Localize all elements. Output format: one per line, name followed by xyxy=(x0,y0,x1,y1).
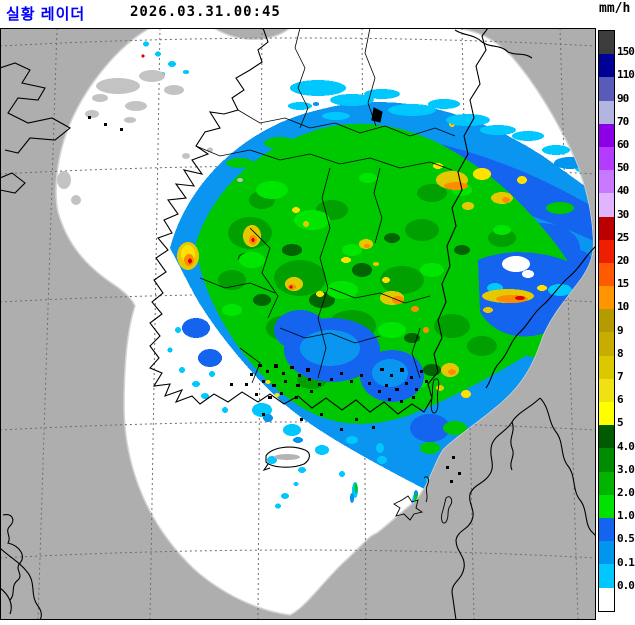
clutter-artifacts xyxy=(57,70,243,205)
legend-tick-label: 0.5 xyxy=(617,532,635,546)
legend-tick-label: 40 xyxy=(617,184,629,198)
legend-tick-label: 4.0 xyxy=(617,439,635,453)
legend-tick-label: 0.0 xyxy=(617,578,635,592)
legend-segment xyxy=(599,378,614,402)
coastlines xyxy=(0,27,597,621)
legend-segment xyxy=(599,564,614,588)
legend-segment xyxy=(599,355,614,379)
legend-tick-label: 6 xyxy=(617,393,624,407)
legend-tick-label: 90 xyxy=(617,91,629,105)
legend-tick-label: 5 xyxy=(617,416,624,430)
legend-tick-label: 20 xyxy=(617,254,629,267)
legend-segment xyxy=(599,123,614,147)
legend-segment xyxy=(599,402,614,426)
legend-tick-label: 7 xyxy=(617,370,624,383)
legend-tick-label: 50 xyxy=(617,161,629,175)
legend-tick-label: 60 xyxy=(617,138,629,151)
legend-segment xyxy=(599,309,614,333)
legend-segment xyxy=(599,541,614,565)
timestamp: 2026.03.31.00:45 xyxy=(130,4,281,20)
legend-segment xyxy=(599,54,614,78)
legend-tick-label: 150 xyxy=(617,45,635,59)
legend-segment xyxy=(599,587,614,611)
legend-segment xyxy=(599,425,614,449)
radar-map xyxy=(0,27,597,621)
legend-tick-label: 70 xyxy=(617,114,629,128)
legend-tick-label: 3.0 xyxy=(617,462,635,476)
legend-segment xyxy=(599,286,614,310)
legend-segment xyxy=(599,216,614,240)
legend-colorbar xyxy=(598,30,615,612)
page-title: 실황 레이더 xyxy=(6,6,86,23)
archipelago-islands xyxy=(88,116,461,483)
radar-map-canvas xyxy=(0,27,597,621)
legend-segment xyxy=(599,170,614,194)
legend-segment xyxy=(599,517,614,542)
legend-tick-label: 30 xyxy=(617,207,629,221)
precipitation-layer xyxy=(141,41,593,510)
legend-tick-label: 15 xyxy=(617,277,629,291)
legend-tick-labels: 150 110 90 70 60 50 40 30 25 20 15 10 9 8 7 6 5 4.0 3.0 2.0… xyxy=(617,0,635,620)
legend-segment xyxy=(599,100,614,124)
legend-segment xyxy=(599,239,614,263)
legend-segment xyxy=(599,332,614,356)
legend-tick-label: 8 xyxy=(617,346,624,360)
legend-segment xyxy=(599,448,614,472)
legend-segment xyxy=(599,146,614,171)
legend-tick-label: 0.1 xyxy=(617,555,635,569)
jeju-terrain-shading xyxy=(274,454,300,460)
legend-segment xyxy=(599,31,614,55)
legend-segment xyxy=(599,262,614,287)
legend-segment xyxy=(599,77,614,101)
legend-tick-label: 1.0 xyxy=(617,509,635,523)
legend-segment xyxy=(599,193,614,217)
legend-tick-label: 2.0 xyxy=(617,486,635,499)
legend-segment xyxy=(599,471,614,495)
legend-tick-label: 9 xyxy=(617,323,624,337)
legend-tick-label: 25 xyxy=(617,230,629,244)
legend-unit-label: mm/h xyxy=(599,1,631,16)
legend-segment xyxy=(599,494,614,518)
legend-tick-label: 10 xyxy=(617,300,629,314)
legend-tick-label: 110 xyxy=(617,68,635,82)
